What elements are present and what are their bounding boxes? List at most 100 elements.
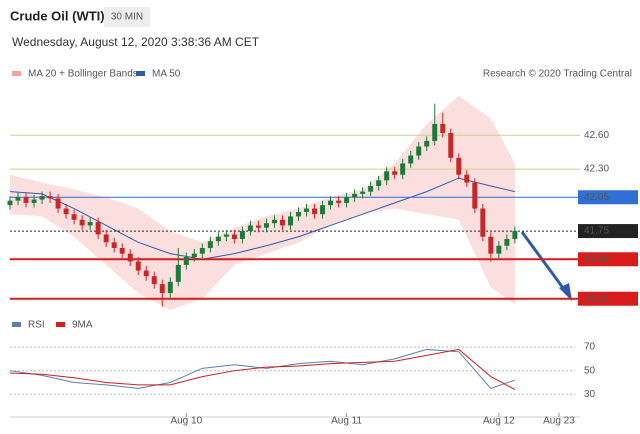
candle-body: [424, 140, 430, 147]
candle-body: [39, 196, 45, 200]
level-box: [578, 291, 638, 306]
candle-body: [504, 238, 510, 246]
candle-body: [287, 216, 293, 226]
candle-body: [247, 225, 253, 232]
candle-body: [352, 193, 358, 198]
level-label: 42.60: [584, 130, 609, 141]
candle-body: [103, 234, 109, 243]
candle-body: [368, 185, 374, 192]
candle-body: [296, 211, 302, 217]
candle-body: [23, 197, 29, 203]
interval[interactable]: 30 MIN: [111, 12, 143, 23]
candle-body: [360, 191, 366, 194]
candle-body: [464, 174, 470, 183]
legend-swatch: [136, 71, 145, 76]
subtitle: Wednesday, August 12, 2020 3:38:36 AM CE…: [12, 35, 260, 49]
candle-body: [344, 197, 350, 203]
rsi-tick-label: 50: [584, 365, 596, 376]
arrow-head: [559, 283, 572, 301]
level-label: 41.50: [584, 254, 609, 265]
level-label: 42.05: [584, 192, 609, 203]
level-box: [578, 190, 638, 205]
candle-body: [376, 180, 382, 186]
candle-body: [55, 198, 61, 209]
candle-body: [31, 199, 37, 203]
candle-body: [496, 245, 502, 254]
candle-body: [191, 253, 197, 258]
level-box: [578, 252, 638, 267]
candle-body: [440, 123, 446, 133]
rsi-tick-label: 70: [584, 342, 596, 353]
legend-swatch: [12, 71, 21, 76]
candle-body: [79, 219, 85, 226]
candle-body: [71, 214, 77, 220]
legend-label: MA 50: [152, 69, 181, 80]
candle-body: [175, 264, 181, 282]
candle-body: [119, 247, 125, 254]
candle-body: [239, 231, 245, 239]
candle-body: [512, 231, 518, 239]
x-tick-label: Aug 10: [170, 416, 202, 427]
candle-body: [223, 234, 229, 237]
candle-body: [111, 242, 117, 248]
candle-body: [127, 253, 133, 262]
candle-body: [87, 222, 93, 226]
candle-body: [15, 197, 21, 201]
candle-body: [408, 155, 414, 164]
candle-body: [400, 163, 406, 175]
candle-body: [432, 123, 438, 141]
candle-body: [63, 208, 69, 215]
legend-swatch: [12, 322, 21, 327]
x-tick-label: Aug 23: [543, 416, 575, 427]
candle-body: [456, 157, 462, 175]
projection-arrow: [520, 231, 568, 293]
candle-body: [488, 236, 494, 254]
x-tick-label: Aug 12: [483, 416, 515, 427]
candle-body: [480, 208, 486, 237]
level-box: [578, 224, 638, 239]
candle-body: [143, 270, 149, 277]
candle-body: [328, 200, 334, 206]
candle-body: [279, 219, 285, 226]
candle-body: [207, 241, 213, 248]
candle-body: [151, 276, 157, 285]
level-label: 42.30: [584, 164, 609, 175]
candle-body: [95, 222, 101, 235]
legend-label: MA 20 + Bollinger Bands: [28, 69, 138, 80]
chart-title: Crude Oil (WTI): [10, 8, 105, 23]
rsi-line: [9, 348, 516, 389]
legend-swatch: [56, 322, 65, 327]
rsi-tick-label: 30: [584, 389, 596, 400]
candle-body: [199, 247, 205, 254]
candle-body: [231, 234, 237, 239]
level-label: 41.15: [584, 293, 609, 304]
interval-badge[interactable]: [104, 7, 150, 27]
candle-body: [263, 223, 269, 228]
candle-body: [336, 200, 342, 203]
candle-body: [392, 171, 398, 175]
candle-body: [167, 281, 173, 294]
ma50-line: [9, 177, 516, 260]
legend-label: 9MA: [72, 320, 93, 331]
candle-body: [183, 257, 189, 265]
x-tick-label: Aug 11: [331, 416, 362, 427]
candle-body: [320, 205, 326, 215]
candle-body: [472, 182, 478, 209]
candle-body: [271, 219, 277, 224]
bollinger-band: [10, 95, 515, 310]
credit: Research © 2020 Trading Central: [483, 69, 632, 80]
candle-body: [384, 171, 390, 181]
candle-body: [135, 261, 141, 271]
candle-body: [416, 146, 422, 156]
level-label: 41.75: [584, 226, 609, 237]
rsi-line: [9, 348, 516, 391]
candle-body: [448, 132, 454, 158]
legend-label: RSI: [28, 320, 45, 331]
candle-body: [215, 236, 221, 242]
candle-body: [7, 200, 13, 206]
candle-body: [159, 284, 165, 294]
candle-body: [312, 208, 318, 215]
candle-body: [47, 196, 53, 199]
candle-body: [255, 225, 261, 228]
